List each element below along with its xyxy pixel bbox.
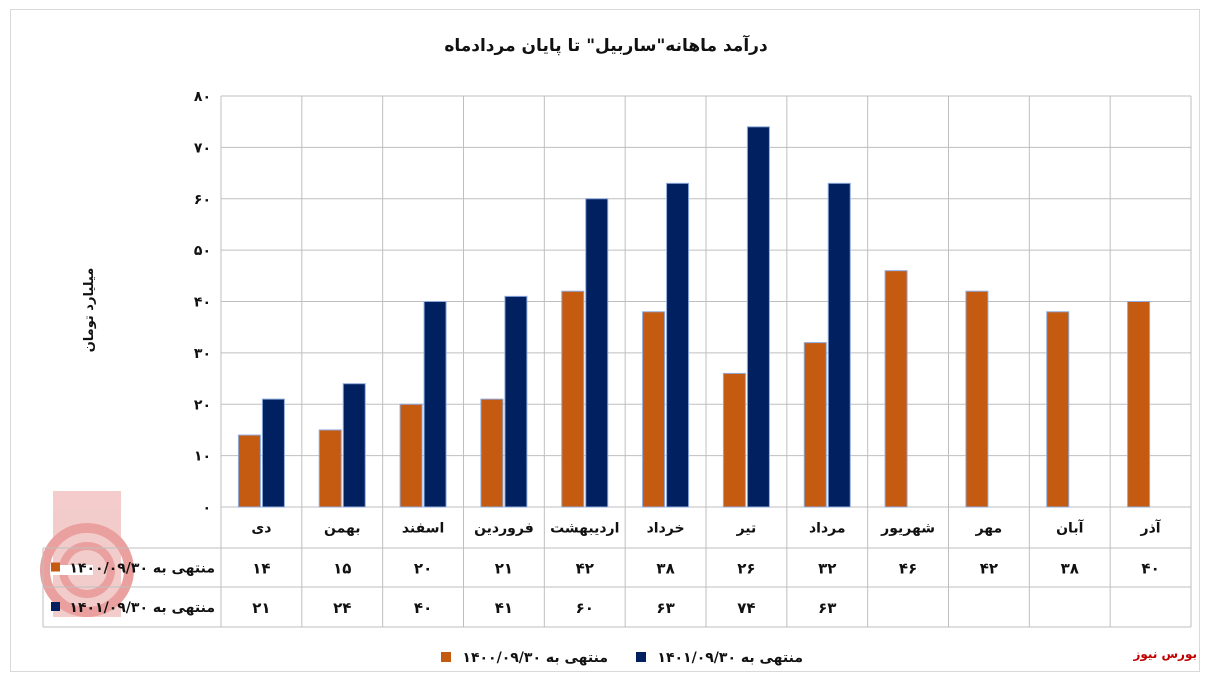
y-tick-label: ۸۰ (194, 89, 211, 105)
chart: درآمد ماهانه"ساربیل" تا پایان مردادماه م… (40, 34, 1197, 666)
bar-series-2-3 (504, 295, 528, 508)
bar-series-1-7 (803, 342, 827, 508)
data-label-series-1: ۴۲ (980, 560, 998, 578)
bar-series-1-2 (399, 403, 423, 508)
chart-frame: درآمد ماهانه"ساربیل" تا پایان مردادماه م… (10, 9, 1200, 672)
category-label: آبان (1056, 519, 1084, 537)
bar-series-2-4 (585, 198, 609, 508)
table-row-label-1: منتهی به ۱۴۰۰/۰۹/۳۰ (69, 561, 215, 577)
category-label: اردیبهشت (550, 521, 619, 537)
chart-title: درآمد ماهانه"ساربیل" تا پایان مردادماه (444, 34, 768, 56)
category-label: خرداد (647, 521, 685, 537)
data-label-series-1: ۲۶ (737, 560, 755, 578)
legend-key-1 (636, 652, 646, 662)
data-label-series-2: ۶۳ (656, 599, 674, 617)
legend-label-2: منتهی به ۱۴۰۰/۰۹/۳۰ (462, 650, 608, 666)
bar-series-1-4 (561, 290, 585, 508)
category-label: فروردین (474, 521, 534, 537)
data-label-series-1: ۳۸ (656, 560, 674, 578)
legend-label-1: منتهی به ۱۴۰۱/۰۹/۳۰ (657, 650, 803, 666)
bourse-news-logo-icon (40, 491, 134, 617)
category-label: بهمن (324, 521, 360, 537)
data-label-series-1: ۱۴ (252, 560, 270, 578)
category-label: مهر (975, 521, 1003, 537)
category-label: شهریور (880, 521, 935, 537)
table-row-key-2 (51, 602, 60, 611)
y-tick-label: ۶۰ (194, 192, 211, 208)
legend-key-2 (441, 652, 451, 662)
bar-series-1-11 (1127, 301, 1151, 508)
category-label: تیر (736, 521, 757, 537)
data-label-series-1: ۴۶ (899, 560, 917, 578)
table-row-label-2: منتهی به ۱۴۰۱/۰۹/۳۰ (69, 600, 215, 616)
data-label-series-1: ۲۰ (414, 560, 432, 578)
category-label: آذر (1140, 519, 1162, 537)
data-label-series-2: ۴۰ (414, 599, 432, 617)
y-tick-label: ۲۰ (194, 397, 211, 413)
data-label-series-2: ۲۱ (252, 599, 270, 617)
y-axis-label: میلیارد تومان (82, 268, 97, 353)
data-label-series-1: ۳۸ (1061, 560, 1079, 578)
data-label-series-2: ۶۰ (576, 599, 594, 617)
data-label-series-1: ۱۵ (333, 560, 351, 578)
data-label-series-2: ۶۳ (818, 599, 836, 617)
data-label-series-1: ۴۲ (576, 560, 594, 578)
bar-series-2-6 (746, 126, 770, 508)
bar-series-1-3 (480, 398, 504, 508)
y-tick-label: ۳۰ (194, 346, 211, 362)
bar-series-2-5 (666, 182, 690, 508)
data-label-series-2: ۴۱ (495, 599, 513, 617)
bar-series-2-2 (423, 301, 447, 508)
bar-series-1-6 (722, 372, 746, 508)
category-label: اسفند (402, 521, 444, 537)
data-label-series-2: ۷۴ (737, 599, 755, 617)
bar-series-2-1 (342, 383, 366, 508)
category-label: دی (251, 521, 271, 537)
category-label: مرداد (809, 521, 846, 537)
source-label: بورس نیوز (1132, 647, 1197, 662)
bar-series-1-9 (965, 290, 989, 508)
bar-series-2-0 (261, 398, 285, 508)
y-tick-label: ۵۰ (194, 243, 211, 259)
bar-series-1-8 (884, 270, 908, 508)
data-label-series-2: ۲۴ (333, 599, 351, 617)
bar-series-1-5 (642, 311, 666, 508)
y-tick-label: ۱۰ (194, 449, 211, 465)
table-row-key-1 (51, 562, 60, 572)
bar-series-2-7 (827, 182, 851, 508)
y-tick-label: ۰ (202, 500, 211, 516)
data-label-series-1: ۴۰ (1141, 560, 1159, 578)
bar-series-1-0 (237, 434, 261, 508)
bar-series-1-1 (318, 429, 342, 508)
bar-series-1-10 (1046, 311, 1070, 508)
y-tick-label: ۷۰ (194, 140, 211, 156)
y-tick-label: ۴۰ (194, 295, 211, 311)
data-label-series-1: ۳۲ (818, 560, 836, 578)
data-label-series-1: ۲۱ (495, 560, 513, 578)
